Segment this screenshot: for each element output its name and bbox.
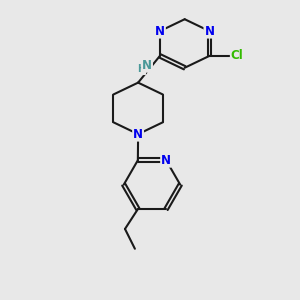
Text: Cl: Cl xyxy=(231,50,244,62)
Text: N: N xyxy=(133,128,143,141)
Text: H: H xyxy=(137,64,145,74)
Text: N: N xyxy=(155,25,165,38)
Text: N: N xyxy=(142,59,152,72)
Text: N: N xyxy=(161,154,171,167)
Text: N: N xyxy=(204,25,214,38)
